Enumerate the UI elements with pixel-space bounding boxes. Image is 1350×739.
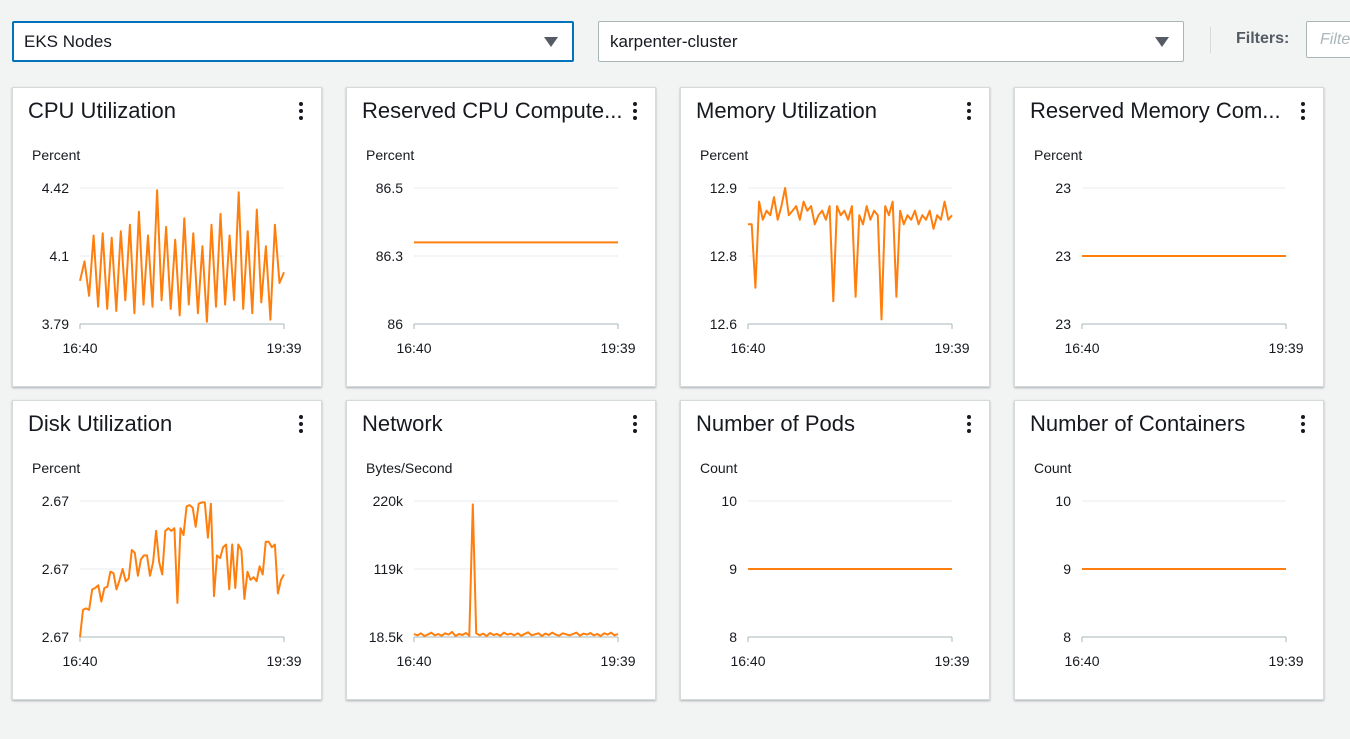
cluster-value: karpenter-cluster: [610, 32, 738, 51]
y-tick-label: 8: [729, 629, 737, 645]
y-tick-label: 9: [1063, 561, 1071, 577]
metric-widget: Network Bytes/Second 220k 119k 18.5k 16:40 19:…: [346, 400, 656, 700]
y-axis-unit: Percent: [700, 147, 749, 163]
metric-chart: 86.5 86.3 86 16:40 19:39: [376, 180, 636, 356]
y-axis-unit: Percent: [366, 147, 415, 163]
y-tick-label: 23: [1055, 180, 1071, 196]
metric-chart: 10 9 8 16:40 19:39: [721, 493, 969, 669]
widget-title: Number of Containers: [1030, 411, 1246, 436]
more-options-icon[interactable]: [630, 102, 640, 120]
metric-chart: 23 23 23 16:40 19:39: [1055, 180, 1303, 356]
widget-title: CPU Utilization: [28, 98, 176, 123]
cluster-select[interactable]: karpenter-cluster: [598, 21, 1184, 62]
y-tick-label: 12.6: [710, 316, 737, 332]
x-tick-label: 16:40: [1064, 340, 1099, 356]
metric-chart: 4.42 4.1 3.79 16:40 19:39: [42, 180, 302, 356]
y-axis-unit: Percent: [32, 147, 81, 163]
x-tick-label: 19:39: [600, 653, 635, 669]
more-options-icon[interactable]: [296, 102, 306, 120]
x-tick-label: 19:39: [266, 340, 301, 356]
x-tick-label: 16:40: [730, 653, 765, 669]
metric-widget: Reserved Memory Com... Percent 23 23 23 16:40…: [1014, 87, 1324, 387]
x-tick-label: 16:40: [730, 340, 765, 356]
toolbar-divider: [1210, 27, 1211, 53]
y-tick-label: 2.67: [42, 493, 69, 509]
x-tick-label: 16:40: [396, 653, 431, 669]
series-line: [79, 189, 285, 323]
y-tick-label: 10: [1055, 493, 1071, 509]
more-options-icon[interactable]: [964, 415, 974, 433]
widget-title: Reserved CPU Compute...: [362, 98, 623, 123]
x-tick-label: 19:39: [1268, 340, 1303, 356]
metric-widget: Number of Pods Count 10 9 8 16:40 19:39: [680, 400, 990, 700]
y-tick-label: 12.8: [710, 248, 737, 264]
y-tick-label: 9: [729, 561, 737, 577]
resource-type-select[interactable]: EKS Nodes: [12, 21, 574, 62]
y-tick-label: 2.67: [42, 561, 69, 577]
filters-label: Filters:: [1236, 30, 1290, 47]
metric-chart: 10 9 8 16:40 19:39: [1055, 493, 1303, 669]
more-options-icon[interactable]: [630, 415, 640, 433]
y-tick-label: 220k: [373, 493, 404, 509]
y-tick-label: 18.5k: [369, 629, 404, 645]
widget-title: Number of Pods: [696, 411, 855, 436]
y-tick-label: 8: [1063, 629, 1071, 645]
metric-widget: Memory Utilization Percent 12.9 12.8 12.6 16:…: [680, 87, 990, 387]
series-line: [79, 501, 285, 638]
x-tick-label: 16:40: [62, 340, 97, 356]
caret-down-icon: [544, 36, 558, 47]
y-axis-unit: Percent: [32, 460, 81, 476]
widget-title: Reserved Memory Com...: [1030, 98, 1281, 123]
y-axis-unit: Bytes/Second: [366, 460, 453, 476]
metric-widget: Disk Utilization Percent 2.67 2.67 2.67 16:40…: [12, 400, 322, 700]
y-axis-unit: Count: [1034, 460, 1072, 476]
more-options-icon[interactable]: [1298, 415, 1308, 433]
x-tick-label: 19:39: [600, 340, 635, 356]
y-tick-label: 2.67: [42, 629, 69, 645]
y-tick-label: 4.1: [50, 248, 70, 264]
y-tick-label: 23: [1055, 248, 1071, 264]
x-tick-label: 19:39: [266, 653, 301, 669]
metric-widget: Reserved CPU Compute... Percent 86.5 86.3 86…: [346, 87, 656, 387]
metric-chart: 12.9 12.8 12.6 16:40 19:39: [710, 180, 970, 356]
more-options-icon[interactable]: [296, 415, 306, 433]
y-tick-label: 10: [721, 493, 737, 509]
widget-title: Memory Utilization: [696, 98, 877, 123]
y-tick-label: 86.3: [376, 248, 403, 264]
metric-chart: 2.67 2.67 2.67 16:40 19:39: [42, 493, 302, 669]
y-tick-label: 86: [387, 316, 403, 332]
series-line: [748, 187, 953, 321]
x-tick-label: 19:39: [1268, 653, 1303, 669]
more-options-icon[interactable]: [964, 102, 974, 120]
y-tick-label: 23: [1055, 316, 1071, 332]
resource-type-value: EKS Nodes: [24, 32, 112, 51]
x-tick-label: 19:39: [934, 653, 969, 669]
widget-title: Network: [362, 411, 443, 436]
y-tick-label: 3.79: [42, 316, 69, 332]
x-tick-label: 16:40: [62, 653, 97, 669]
caret-down-icon: [1155, 36, 1169, 47]
x-tick-label: 16:40: [1064, 653, 1099, 669]
metric-chart: 220k 119k 18.5k 16:40 19:39: [369, 493, 636, 669]
more-options-icon[interactable]: [1298, 102, 1308, 120]
widget-title: Disk Utilization: [28, 411, 173, 436]
x-tick-label: 19:39: [934, 340, 969, 356]
x-tick-label: 16:40: [396, 340, 431, 356]
metric-widget: Number of Containers Count 10 9 8 16:40 19:39: [1014, 400, 1324, 700]
y-axis-unit: Count: [700, 460, 738, 476]
y-axis-unit: Percent: [1034, 147, 1083, 163]
y-tick-label: 86.5: [376, 180, 403, 196]
y-tick-label: 119k: [374, 561, 404, 577]
series-line: [413, 503, 619, 637]
y-tick-label: 12.9: [710, 180, 737, 196]
y-tick-label: 4.42: [42, 180, 69, 196]
metric-widget: CPU Utilization Percent 4.42 4.1 3.79 16:40 19…: [12, 87, 322, 387]
filter-input[interactable]: [1306, 21, 1350, 58]
